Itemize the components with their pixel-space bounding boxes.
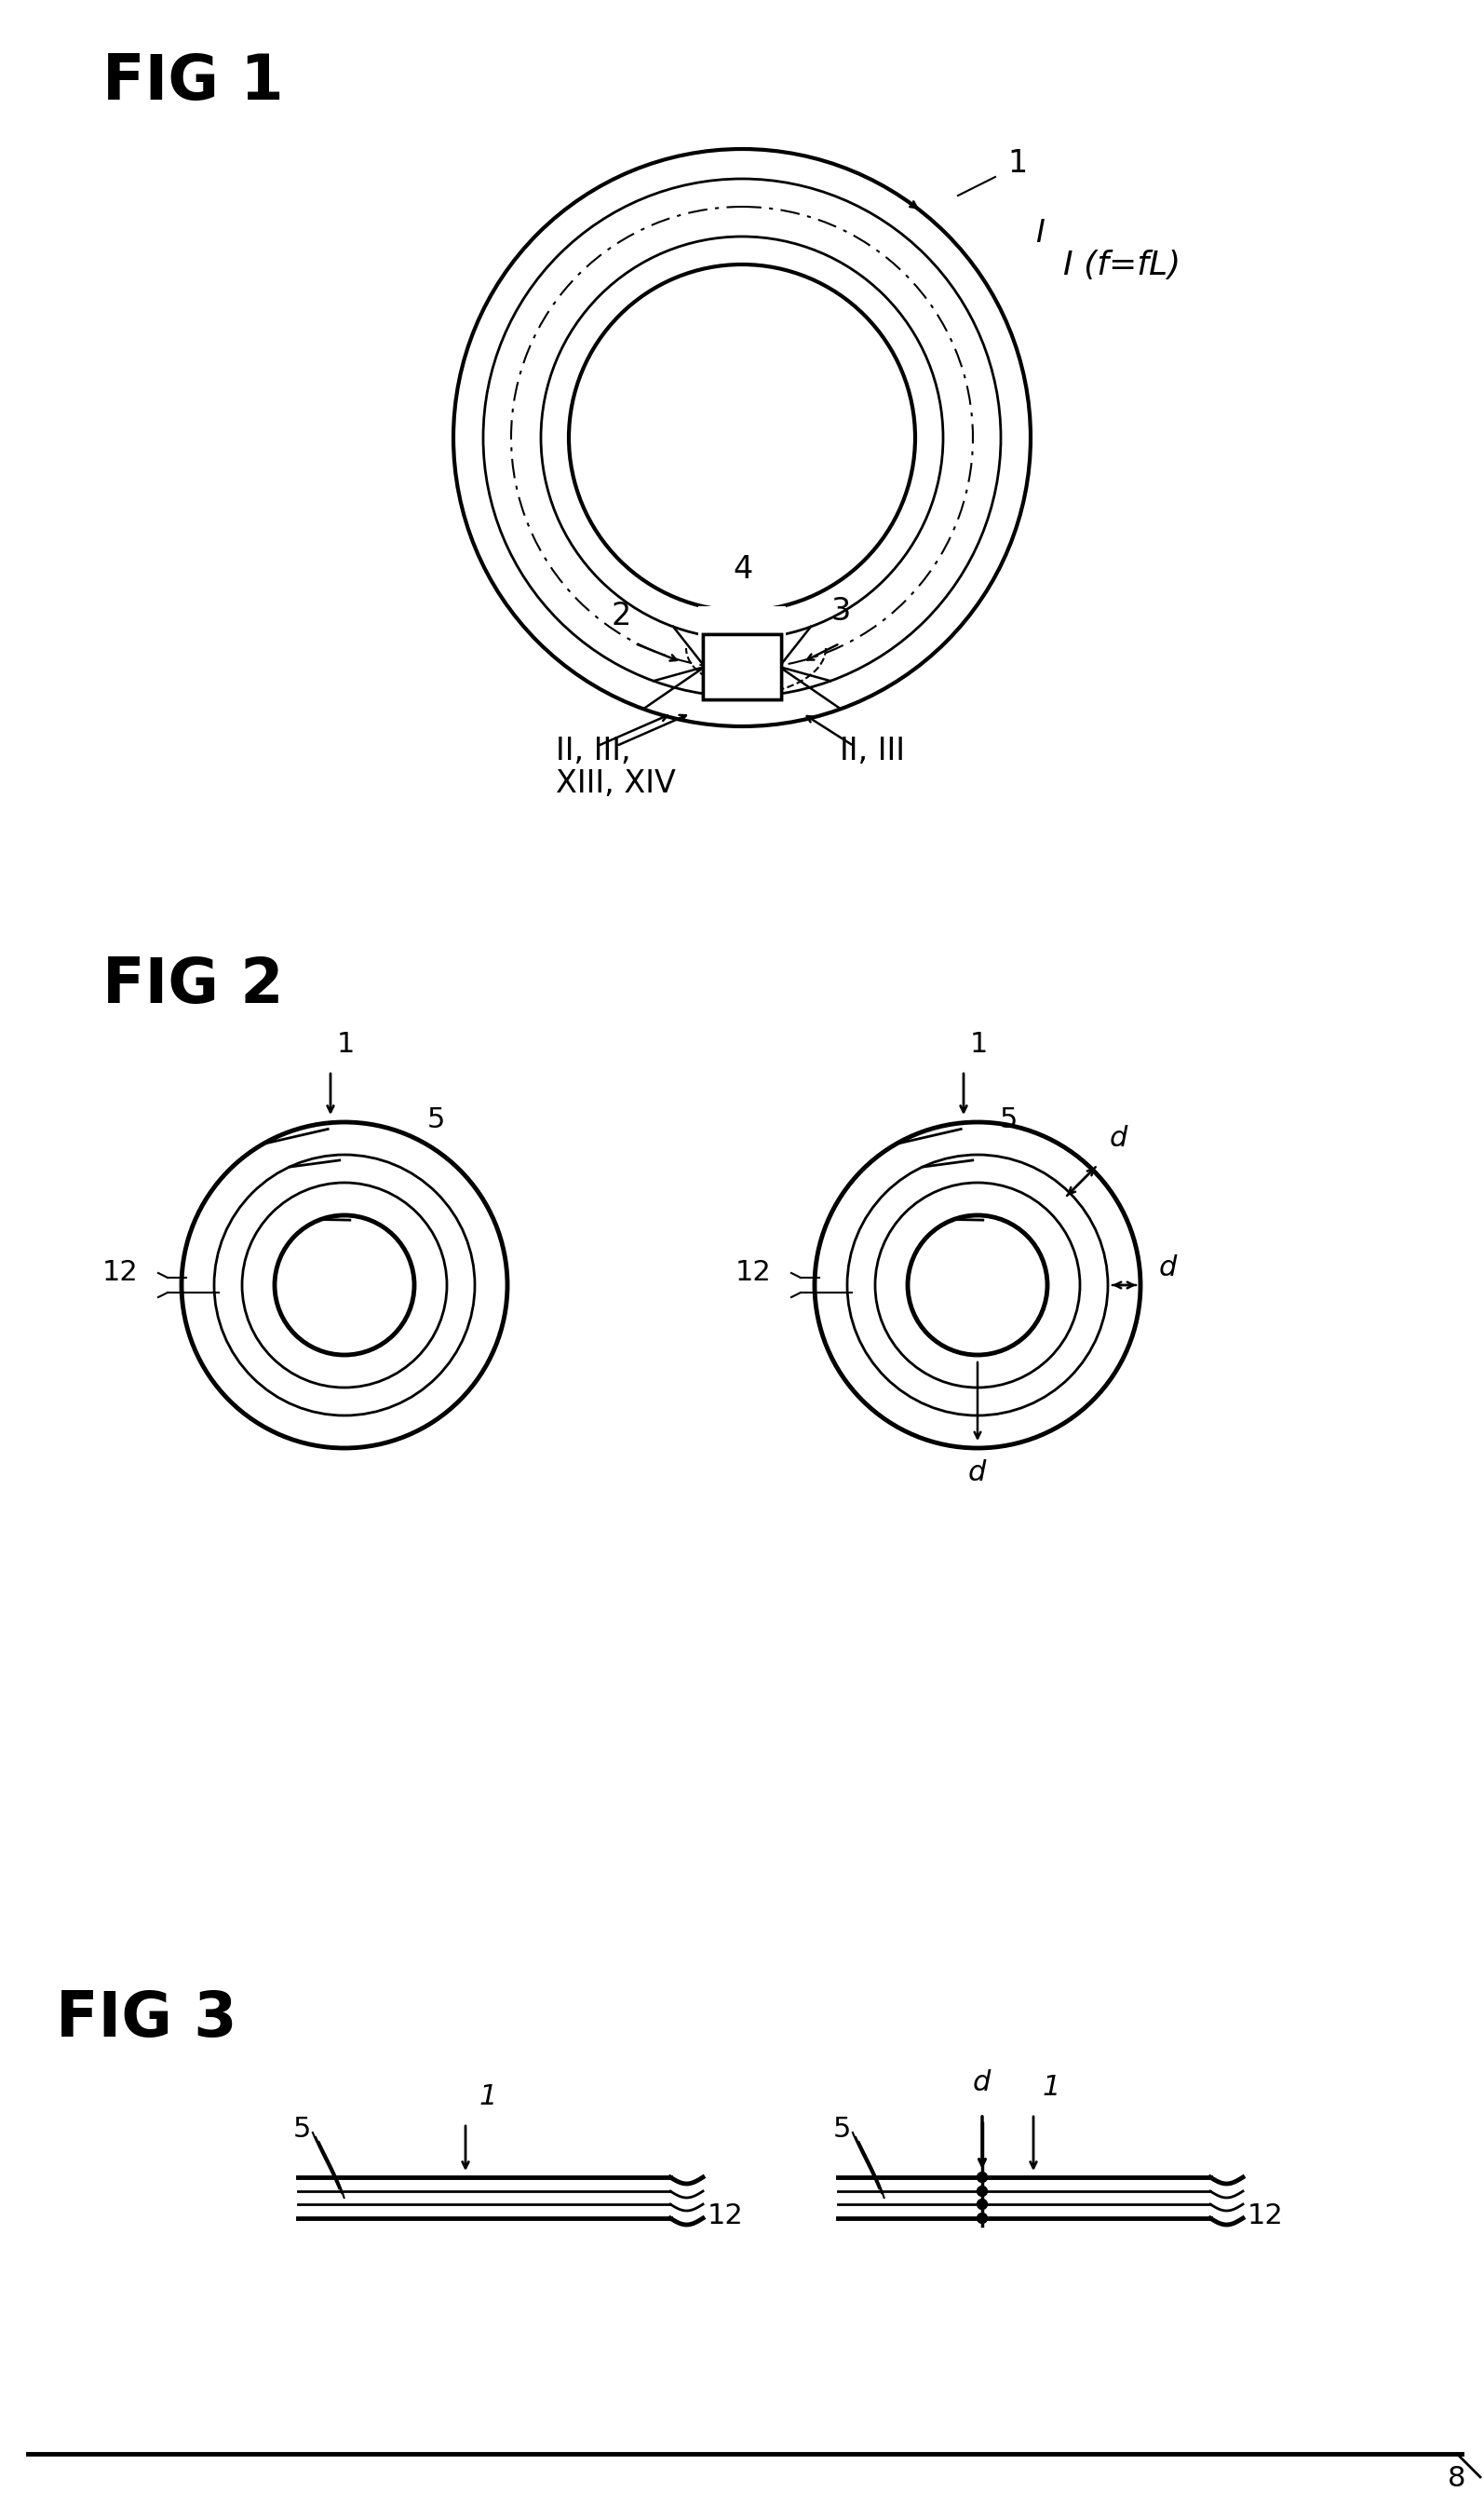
- Text: 1: 1: [479, 2083, 497, 2111]
- Text: d: d: [1110, 1126, 1128, 1151]
- Text: FIG 1: FIG 1: [102, 50, 283, 113]
- Text: FIG 2: FIG 2: [102, 955, 283, 1015]
- Text: II, III,: II, III,: [556, 736, 631, 766]
- Text: 2: 2: [611, 600, 632, 632]
- Bar: [703, 635, 781, 700]
- Text: 5: 5: [427, 1106, 445, 1134]
- Circle shape: [976, 2199, 987, 2209]
- Text: 12: 12: [1248, 2202, 1284, 2229]
- Circle shape: [976, 2186, 987, 2197]
- Text: 1: 1: [337, 1030, 355, 1058]
- Text: d: d: [1159, 1254, 1177, 1282]
- Bar: [703, 635, 781, 700]
- Text: d: d: [968, 1459, 987, 1486]
- Text: 1: 1: [1008, 149, 1027, 179]
- Text: 4: 4: [733, 554, 752, 584]
- Text: 12: 12: [708, 2202, 743, 2229]
- Text: 1: 1: [971, 1030, 988, 1058]
- Circle shape: [976, 2214, 987, 2224]
- Text: 1: 1: [1043, 2073, 1061, 2101]
- Text: FIG 3: FIG 3: [56, 1987, 237, 2050]
- Text: II, III: II, III: [840, 736, 905, 766]
- Text: 12: 12: [736, 1260, 772, 1287]
- Text: XIII, XIV: XIII, XIV: [556, 768, 675, 799]
- Text: d: d: [974, 2068, 991, 2096]
- Text: 5: 5: [294, 2116, 312, 2144]
- Text: I (f=fL): I (f=fL): [1063, 249, 1181, 282]
- Text: 12: 12: [102, 1260, 138, 1287]
- Text: 5: 5: [833, 2116, 852, 2144]
- Text: 3: 3: [831, 597, 850, 627]
- Text: I: I: [1036, 219, 1045, 249]
- Circle shape: [976, 2171, 987, 2181]
- Bar: [699, 607, 785, 640]
- Text: 5: 5: [1000, 1106, 1018, 1134]
- Text: 8: 8: [1448, 2466, 1466, 2491]
